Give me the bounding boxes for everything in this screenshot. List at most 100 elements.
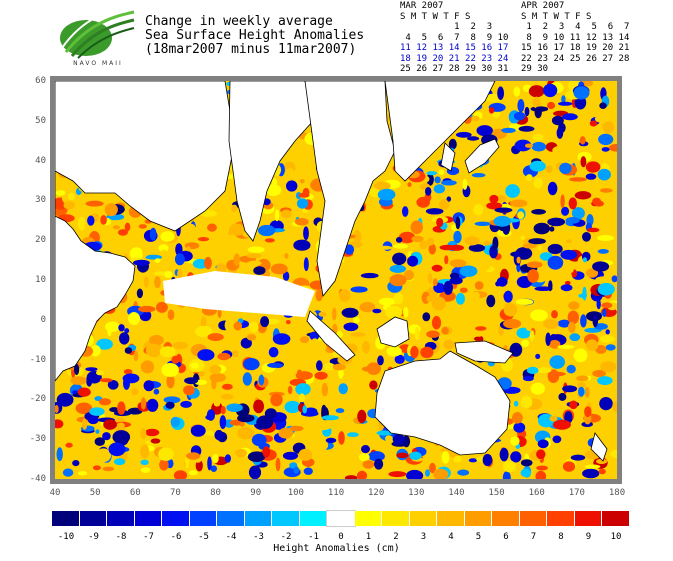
ssh-anomaly-map[interactable]	[55, 81, 617, 479]
anomaly-blob	[96, 338, 113, 350]
anomaly-blob	[393, 292, 404, 305]
anomaly-blob	[509, 199, 528, 208]
anomaly-blob	[96, 370, 105, 376]
colorbar-label: 3	[420, 532, 427, 542]
anomaly-blob	[235, 448, 247, 458]
anomaly-blob	[566, 239, 572, 244]
anomaly-blob	[411, 235, 424, 243]
anomaly-blob	[154, 276, 161, 289]
anomaly-blob	[520, 468, 532, 478]
navo-logo: NAVO MAII	[56, 4, 136, 74]
colorbar-swatch	[134, 511, 162, 526]
colorbar-swatch	[519, 511, 547, 526]
anomaly-blob	[608, 144, 617, 152]
anomaly-blob	[476, 125, 493, 137]
anomaly-blob	[482, 453, 493, 467]
colorbar-label: -3	[253, 532, 264, 542]
anomaly-blob	[585, 161, 601, 173]
anomaly-blob	[164, 271, 173, 278]
calendar-month: MAR 2007	[400, 1, 444, 11]
anomaly-blob	[602, 308, 607, 317]
anomaly-blob	[547, 255, 564, 270]
anomaly-blob	[275, 457, 281, 472]
anomaly-blob	[560, 284, 573, 292]
anomaly-blob	[299, 178, 305, 184]
anomaly-blob	[443, 339, 455, 350]
colorbar-label: 0	[338, 532, 344, 542]
anomaly-blob	[444, 255, 449, 265]
anomaly-blob	[100, 215, 107, 225]
anomaly-blob	[314, 371, 328, 380]
anomaly-blob	[212, 453, 219, 464]
anomaly-blob	[140, 397, 146, 410]
colorbar-label: 9	[585, 532, 592, 542]
anomaly-blob	[518, 406, 525, 411]
anomaly-blob	[497, 151, 505, 164]
anomaly-blob	[160, 231, 175, 242]
anomaly-blob	[302, 405, 307, 414]
anomaly-blob	[298, 393, 306, 403]
anomaly-blob	[531, 209, 546, 215]
anomaly-blob	[90, 345, 101, 357]
anomaly-blob	[552, 419, 571, 430]
anomaly-blob	[569, 400, 578, 410]
colorbar-label: -9	[88, 532, 99, 542]
anomaly-blob	[597, 235, 615, 241]
anomaly-blob	[455, 131, 472, 138]
anomaly-blob	[298, 448, 313, 461]
anomaly-blob	[449, 276, 463, 285]
anomaly-blob	[431, 315, 442, 330]
anomaly-blob	[502, 460, 516, 473]
colorbar-swatch	[602, 511, 630, 526]
anomaly-blob	[56, 392, 74, 407]
anomaly-blob	[105, 321, 121, 332]
anomaly-blob	[280, 209, 292, 219]
anomaly-blob	[195, 325, 213, 338]
anomaly-blob	[473, 204, 484, 216]
anomaly-blob	[325, 437, 337, 444]
anomaly-blob	[163, 396, 181, 404]
anomaly-blob	[369, 380, 378, 390]
anomaly-blob	[197, 349, 215, 361]
latitude-tick-label: 10	[35, 275, 46, 285]
anomaly-blob	[246, 334, 257, 341]
anomaly-blob	[419, 240, 428, 250]
anomaly-blob	[582, 257, 588, 263]
anomaly-blob	[577, 381, 586, 390]
anomaly-blob	[206, 409, 215, 421]
anomaly-blob	[239, 421, 245, 427]
calendar-week: 22 23 24 25 26 27 28	[521, 53, 630, 64]
anomaly-blob	[321, 415, 339, 421]
anomaly-blob	[171, 355, 180, 364]
colorbar-label: -1	[308, 532, 319, 542]
anomaly-blob	[459, 287, 468, 293]
anomaly-blob	[107, 192, 118, 204]
anomaly-blob	[551, 400, 560, 406]
colorbar-swatch	[189, 511, 217, 526]
anomaly-blob	[295, 383, 311, 396]
anomaly-blob	[112, 225, 120, 230]
anomaly-blob	[133, 350, 139, 362]
anomaly-blob	[109, 407, 119, 413]
anomaly-blob	[219, 415, 227, 430]
colorbar-label: -10	[57, 532, 75, 542]
anomaly-blob	[362, 460, 375, 469]
anomaly-blob	[124, 328, 130, 334]
anomaly-blob	[580, 156, 587, 168]
anomaly-blob	[565, 280, 571, 286]
anomaly-blob	[146, 398, 159, 412]
anomaly-blob	[561, 206, 570, 216]
calendar-dow: S M T W T F S	[400, 11, 471, 22]
anomaly-blob	[474, 336, 482, 341]
anomaly-blob	[117, 433, 129, 446]
land-australia	[374, 350, 511, 456]
anomaly-blob	[133, 259, 150, 266]
anomaly-blob	[599, 335, 615, 343]
anomaly-blob	[117, 401, 126, 415]
calendar-week-highlighted: 18 19 20 21 22 23 24	[400, 53, 509, 64]
latitude-tick-label: 0	[40, 314, 46, 325]
anomaly-blob	[321, 382, 328, 397]
colorbar-swatch	[217, 511, 245, 526]
colorbar-swatch	[547, 511, 575, 526]
anomaly-blob	[426, 237, 435, 246]
